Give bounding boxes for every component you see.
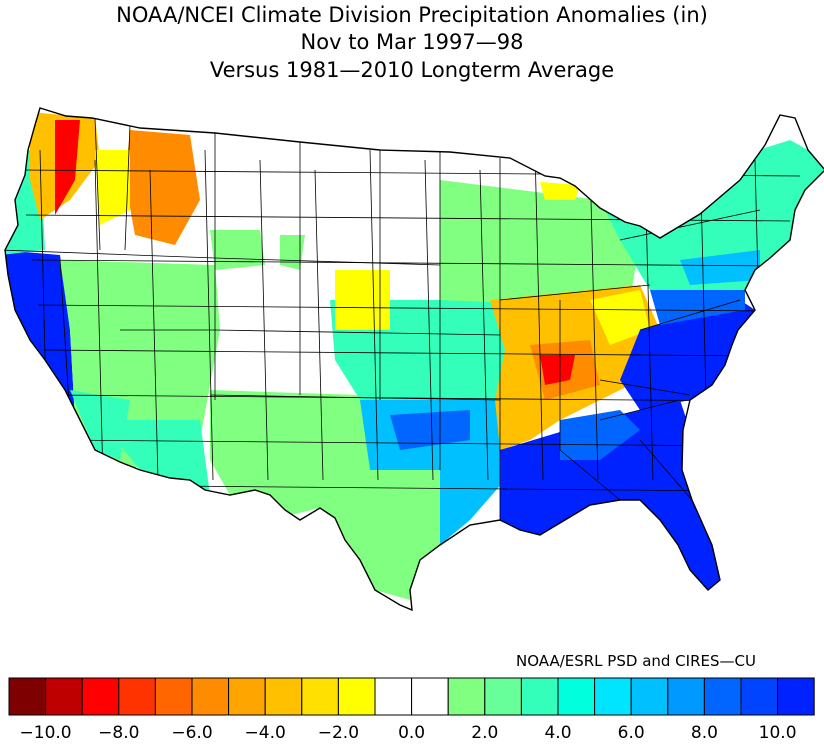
anomaly-region: [55, 120, 80, 215]
legend-tick-label: 0.0: [398, 723, 425, 743]
legend-tick-label: −10.0: [20, 723, 72, 743]
anomaly-region: [560, 410, 640, 460]
division-boundary: [499, 284, 651, 301]
climate-division-fills: [5, 108, 824, 610]
division-boundary: [43, 349, 761, 357]
division-boundary: [59, 259, 71, 421]
legend-tick-label: 10.0: [759, 723, 797, 743]
division-boundary: [37, 304, 771, 312]
legend-swatch: [411, 677, 449, 716]
legend-tick-label: 8.0: [691, 723, 718, 743]
division-boundary: [639, 299, 741, 331]
legend-tick-label: −8.0: [98, 723, 139, 743]
anomaly-region: [540, 355, 575, 385]
division-boundary: [49, 394, 751, 402]
anomaly-region: [95, 150, 130, 225]
division-boundary: [424, 159, 434, 481]
legend-swatch: [740, 677, 779, 716]
division-boundary: [94, 159, 104, 481]
anomaly-region: [500, 400, 720, 590]
anomaly-region: [590, 290, 650, 345]
anomaly-region: [440, 180, 640, 305]
legend-tick-label: −6.0: [171, 723, 212, 743]
us-outline: [4, 107, 824, 612]
legend-swatch: [154, 677, 193, 716]
legend-swatch: [81, 677, 120, 716]
legend-swatch: [777, 677, 815, 716]
division-boundary: [214, 257, 441, 266]
division-boundary: [5, 249, 216, 259]
division-boundary: [369, 149, 379, 481]
legend-swatch: [594, 677, 632, 716]
division-boundary: [259, 159, 269, 481]
division-boundary: [479, 169, 489, 481]
legend-tick-label: −4.0: [245, 723, 286, 743]
legend-swatch: [374, 677, 413, 716]
legend-tick-label: 4.0: [544, 723, 571, 743]
anomaly-region: [335, 270, 390, 330]
anomaly-region: [210, 390, 450, 600]
map-title-line-2: Nov to Mar 1997—98: [300, 30, 524, 54]
legend-swatch: [520, 677, 559, 716]
legend-swatch: [301, 677, 339, 716]
map-title-line-1: NOAA/NCEI Climate Division Precipitation…: [116, 3, 708, 27]
anomaly-region: [100, 420, 210, 495]
anomaly-region: [390, 410, 470, 450]
division-boundary: [204, 149, 214, 481]
legend-swatch: [447, 677, 486, 716]
anomaly-region: [680, 250, 760, 285]
anomaly-region: [210, 230, 265, 270]
legend-tick-label: 6.0: [618, 723, 645, 743]
legend-tick-label: −2.0: [318, 723, 359, 743]
color-legend: −10.0 −8.0 −6.0 −4.0 −2.0 0.0 2.0 4.0 6.0 8.0 10.0: [8, 677, 815, 743]
division-boundary: [31, 259, 781, 267]
division-boundary: [55, 439, 741, 447]
us-anomaly-map: [4, 107, 824, 612]
legend-swatch: [667, 677, 705, 716]
division-boundary: [599, 379, 691, 396]
legend-swatch: [557, 677, 596, 716]
division-boundary: [559, 449, 621, 501]
division-boundary: [619, 209, 761, 241]
division-boundary: [534, 149, 544, 481]
map-title-line-3: Versus 1981—2010 Longterm Average: [209, 58, 615, 82]
legend-swatch: [337, 677, 376, 716]
division-boundary: [94, 117, 101, 251]
anomaly-region: [540, 182, 580, 200]
legend-tick-label: 2.0: [471, 723, 498, 743]
division-boundary: [314, 169, 324, 481]
legend-swatch: [191, 677, 230, 716]
legend-swatch: [118, 677, 156, 716]
division-boundary: [639, 439, 693, 501]
division-boundary: [599, 399, 681, 421]
legend-swatch: [630, 677, 669, 716]
credit-text: NOAA/ESRL PSD and CIRES—CU: [516, 652, 756, 670]
division-boundary: [589, 159, 599, 481]
legend-swatch: [228, 677, 266, 716]
division-boundary: [124, 124, 131, 251]
division-boundary: [214, 329, 501, 336]
anomaly-region: [280, 235, 305, 270]
anomaly-region: [70, 390, 130, 460]
anomaly-region: [600, 140, 824, 290]
legend-swatch: [703, 677, 742, 716]
anomaly-region: [650, 280, 745, 325]
legend-swatch: [264, 677, 303, 716]
legend-swatch: [8, 677, 47, 716]
legend-swatch: [45, 677, 83, 716]
division-boundary: [149, 169, 159, 481]
legend-swatch: [484, 677, 522, 716]
